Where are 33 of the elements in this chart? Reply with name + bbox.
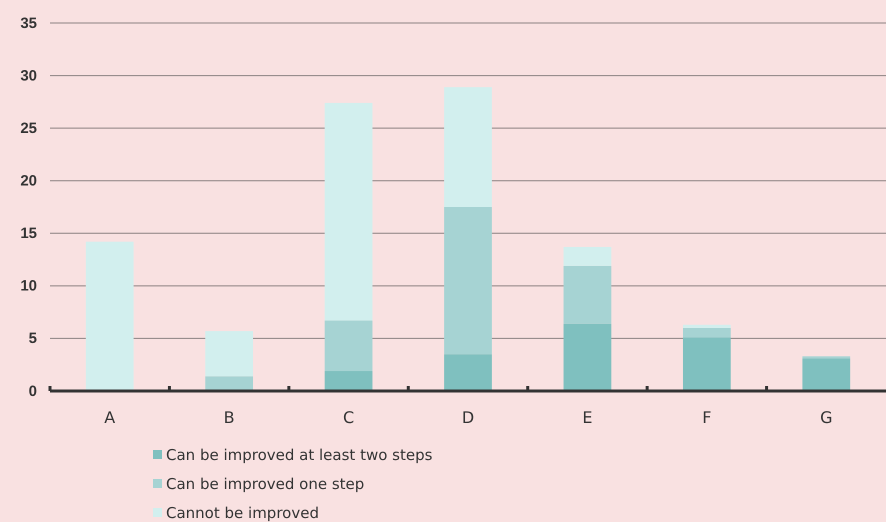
legend-label: Cannot be improved xyxy=(166,504,319,522)
x-tick-label: F xyxy=(702,408,712,427)
x-tick-label: A xyxy=(104,408,116,427)
bar xyxy=(564,246,612,266)
bar xyxy=(86,242,134,391)
y-tick-label: 30 xyxy=(20,67,37,84)
bar xyxy=(444,354,492,391)
bar xyxy=(682,324,731,328)
x-tick-label: B xyxy=(224,408,235,427)
x-tick-label: G xyxy=(820,408,832,427)
y-tick-label: 5 xyxy=(28,330,37,348)
bar xyxy=(324,102,372,321)
y-tick-label: 20 xyxy=(20,172,37,190)
bar xyxy=(444,87,492,207)
legend-label: Can be improved at least two steps xyxy=(166,446,433,464)
x-tick-label: C xyxy=(342,408,354,427)
bar xyxy=(324,371,372,391)
bar xyxy=(564,324,612,391)
y-tick-label: 0 xyxy=(28,382,37,400)
bar xyxy=(682,337,731,391)
bar xyxy=(564,266,612,324)
y-tick-label: 10 xyxy=(20,278,37,295)
bar xyxy=(205,331,254,376)
legend-label: Can be improved one step xyxy=(166,475,364,493)
bar xyxy=(682,328,731,338)
bar xyxy=(324,320,372,372)
y-tick-label: 25 xyxy=(20,120,37,137)
x-tick-label: D xyxy=(462,408,474,427)
bar xyxy=(444,207,492,354)
y-tick-label: 15 xyxy=(20,225,37,242)
bar xyxy=(802,358,850,391)
x-tick-label: E xyxy=(582,408,592,427)
y-tick-label: 35 xyxy=(20,14,37,32)
